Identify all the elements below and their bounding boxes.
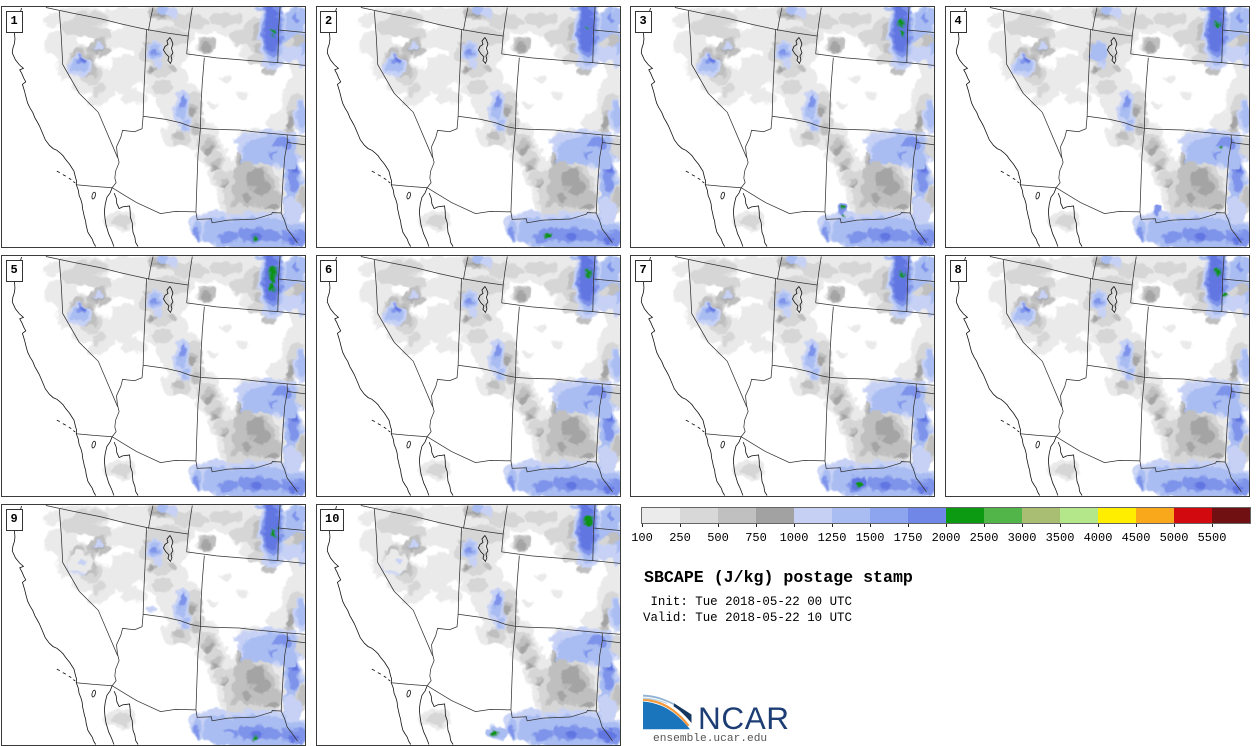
svg-text:NCAR: NCAR [698, 700, 790, 736]
